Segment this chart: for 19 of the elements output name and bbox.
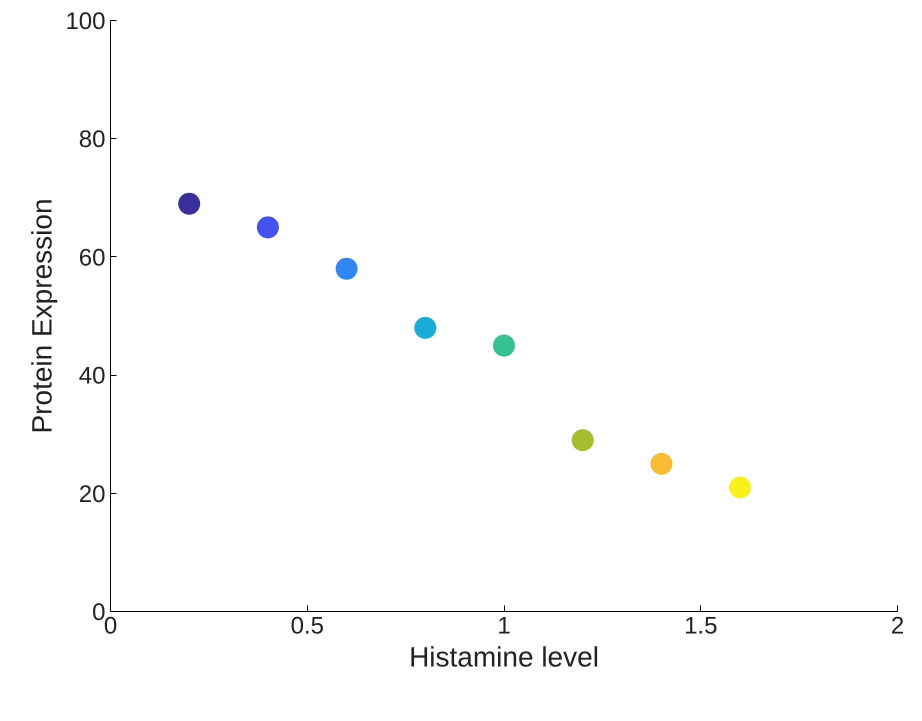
x-axis-title: Histamine level bbox=[409, 642, 599, 672]
y-tick-label: 60 bbox=[78, 244, 106, 272]
y-axis-title: Protein Expression bbox=[26, 198, 58, 434]
point bbox=[650, 452, 672, 475]
point bbox=[178, 192, 200, 215]
point bbox=[729, 476, 752, 498]
x-tick-label: 1.5 bbox=[684, 612, 718, 640]
point bbox=[493, 334, 515, 357]
y-tick-label: 80 bbox=[78, 126, 106, 154]
y-tick-label: 40 bbox=[78, 362, 106, 390]
x-tick-label: 1 bbox=[497, 612, 511, 640]
x-tick-label: 2 bbox=[890, 612, 904, 640]
y-tick-label: 20 bbox=[78, 480, 106, 508]
x-tick-label: 0.5 bbox=[290, 612, 324, 640]
point bbox=[256, 216, 279, 238]
point bbox=[336, 258, 358, 280]
y-tick-label: 100 bbox=[65, 8, 106, 35]
point bbox=[414, 316, 436, 339]
point bbox=[572, 429, 594, 452]
